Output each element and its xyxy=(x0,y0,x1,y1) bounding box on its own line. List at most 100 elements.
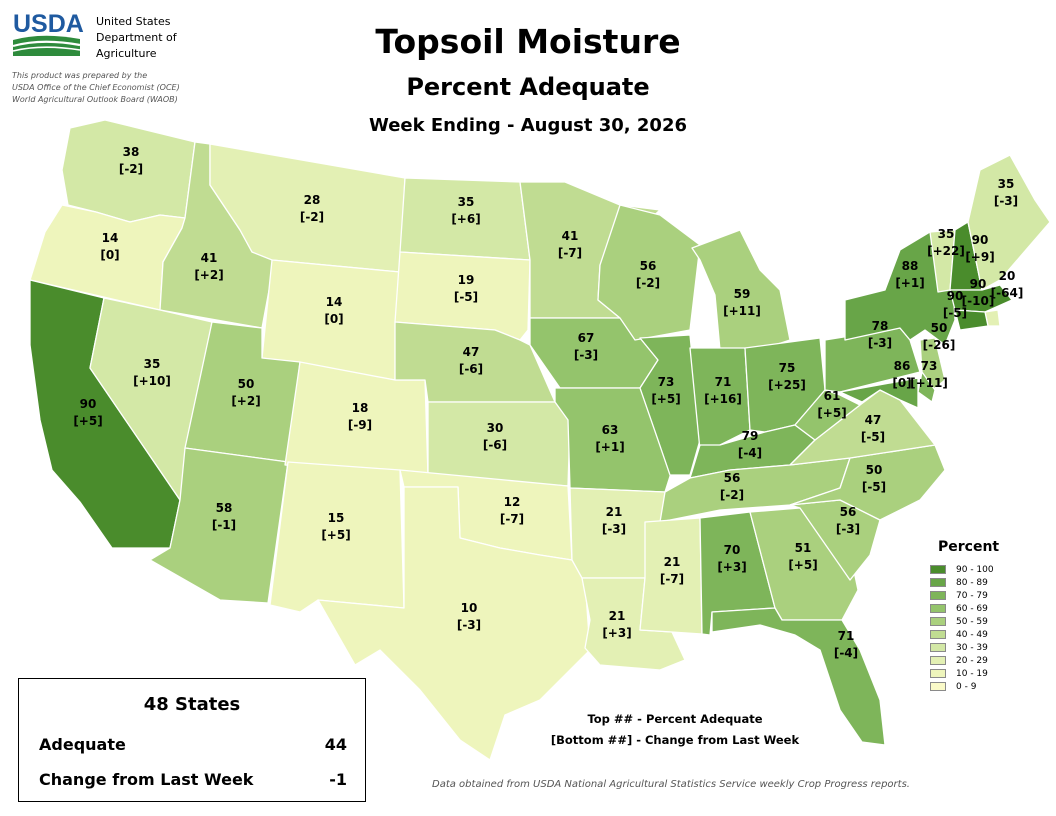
state-nv-change-label: [+10] xyxy=(133,374,171,388)
legend-item: 20 - 29 xyxy=(930,654,994,667)
state-in-adequate-label: 71 xyxy=(715,375,732,389)
state-ky-change-label: [-4] xyxy=(738,446,762,460)
state-mn-adequate-label: 41 xyxy=(562,229,579,243)
org-name-line: Department of xyxy=(96,31,177,44)
state-tn-adequate-label: 56 xyxy=(724,471,741,485)
state-wv xyxy=(794,389,861,441)
legend-swatch xyxy=(930,591,946,600)
legend-swatch xyxy=(930,578,946,587)
state-nd-change-label: [+6] xyxy=(451,212,480,226)
state-oh-adequate-label: 75 xyxy=(779,361,796,375)
state-ny xyxy=(844,231,956,346)
state-ri-change-label: [-64] xyxy=(991,286,1024,300)
week-ending: Week Ending - August 30, 2026 xyxy=(368,115,687,136)
state-me-change-label: [-3] xyxy=(994,194,1018,208)
legend-item: 90 - 100 xyxy=(930,563,994,576)
state-wi xyxy=(597,204,701,341)
state-md-adequate-label: 86 xyxy=(894,359,911,373)
legend-swatch xyxy=(930,604,946,613)
label-key-top: Top ## - Percent Adequate xyxy=(587,712,763,726)
legend-label: 20 - 29 xyxy=(956,655,988,666)
state-co-adequate-label: 18 xyxy=(352,401,369,415)
state-mo-change-label: [+1] xyxy=(595,440,624,454)
legend-label: 60 - 69 xyxy=(956,603,988,614)
legend-swatch xyxy=(930,630,946,639)
state-ky-adequate-label: 79 xyxy=(742,429,759,443)
legend-title: Percent xyxy=(938,539,1000,555)
state-fl xyxy=(711,607,886,746)
state-ca-adequate-label: 90 xyxy=(80,397,97,411)
label-key: Top ## - Percent Adequate [Bottom ##] - … xyxy=(540,709,810,751)
state-wv-change-label: [+5] xyxy=(817,406,846,420)
state-wy-adequate-label: 14 xyxy=(326,295,343,309)
legend-item: 40 - 49 xyxy=(930,628,994,641)
state-ks-change-label: [-6] xyxy=(483,438,507,452)
state-pa-adequate-label: 78 xyxy=(872,319,889,333)
state-va xyxy=(789,389,936,466)
state-wa-change-label: [-2] xyxy=(119,162,143,176)
state-va-adequate-label: 47 xyxy=(865,413,882,427)
state-ut-adequate-label: 50 xyxy=(238,377,255,391)
prepared-line: USDA Office of the Chief Economist (OCE) xyxy=(12,83,180,92)
state-ga-change-label: [+5] xyxy=(788,558,817,572)
state-ks-adequate-label: 30 xyxy=(487,421,504,435)
state-ca-change-label: [+5] xyxy=(73,414,102,428)
map-title: Topsoil Moisture xyxy=(375,22,681,61)
summary-adequate-row: Adequate 44 xyxy=(39,735,347,754)
state-ne-change-label: [-6] xyxy=(459,362,483,376)
state-al-change-label: [+3] xyxy=(717,560,746,574)
state-ct-change-label: [-5] xyxy=(943,306,967,320)
state-ar-change-label: [-3] xyxy=(602,522,626,536)
state-in-change-label: [+16] xyxy=(704,392,742,406)
usda-logo: USDA xyxy=(12,10,84,56)
state-pa-change-label: [-3] xyxy=(868,336,892,350)
state-or-adequate-label: 14 xyxy=(102,231,119,245)
state-ga-adequate-label: 51 xyxy=(795,541,812,555)
state-fl-adequate-label: 71 xyxy=(838,629,855,643)
usda-logo-text: USDA xyxy=(13,10,84,38)
summary-title: 48 States xyxy=(143,694,241,715)
state-ri-adequate-label: 20 xyxy=(999,269,1016,283)
state-tx-change-label: [-3] xyxy=(457,618,481,632)
state-mt-adequate-label: 28 xyxy=(304,193,321,207)
state-sd-change-label: [-5] xyxy=(454,290,478,304)
state-tx-adequate-label: 10 xyxy=(461,601,478,615)
state-wi-adequate-label: 56 xyxy=(640,259,657,273)
legend-swatch xyxy=(930,643,946,652)
state-mn-change-label: [-7] xyxy=(558,246,582,260)
legend-label: 40 - 49 xyxy=(956,629,988,640)
state-nj-adequate-label: 50 xyxy=(931,321,948,335)
state-or-change-label: [0] xyxy=(100,248,119,262)
state-il-change-label: [+5] xyxy=(651,392,680,406)
state-oh-change-label: [+25] xyxy=(768,378,806,392)
state-nm-adequate-label: 15 xyxy=(328,511,345,525)
state-mi-change-label: [+11] xyxy=(723,304,761,318)
state-la-adequate-label: 21 xyxy=(609,609,626,623)
org-name: United States Department of Agriculture xyxy=(96,14,177,62)
state-sc-change-label: [-3] xyxy=(836,522,860,536)
summary-box: 48 States Adequate 44 Change from Last W… xyxy=(18,678,366,802)
state-de-adequate-label: 73 xyxy=(921,359,938,373)
state-vt-adequate-label: 35 xyxy=(938,227,955,241)
legend-item: 10 - 19 xyxy=(930,667,994,680)
state-ny-adequate-label: 88 xyxy=(902,259,919,273)
data-source-note: Data obtained from USDA National Agricul… xyxy=(432,779,910,790)
state-ia-change-label: [-3] xyxy=(574,348,598,362)
state-il-adequate-label: 73 xyxy=(658,375,675,389)
state-ms-adequate-label: 21 xyxy=(664,555,681,569)
legend: 90 - 100 80 - 89 70 - 79 60 - 69 50 - 59 40 -… xyxy=(930,563,994,693)
state-nc-change-label: [-5] xyxy=(862,480,886,494)
state-mt-change-label: [-2] xyxy=(300,210,324,224)
state-md-change-label: [0] xyxy=(892,376,911,390)
state-md xyxy=(839,377,919,409)
legend-item: 30 - 39 xyxy=(930,641,994,654)
legend-swatch xyxy=(930,656,946,665)
prepared-line: This product was prepared by the xyxy=(12,71,148,80)
state-me xyxy=(967,154,1051,291)
state-mo-adequate-label: 63 xyxy=(602,423,619,437)
legend-swatch xyxy=(930,565,946,574)
state-az-adequate-label: 58 xyxy=(216,501,233,515)
state-vt-change-label: [+22] xyxy=(927,244,965,258)
state-tn-change-label: [-2] xyxy=(720,488,744,502)
